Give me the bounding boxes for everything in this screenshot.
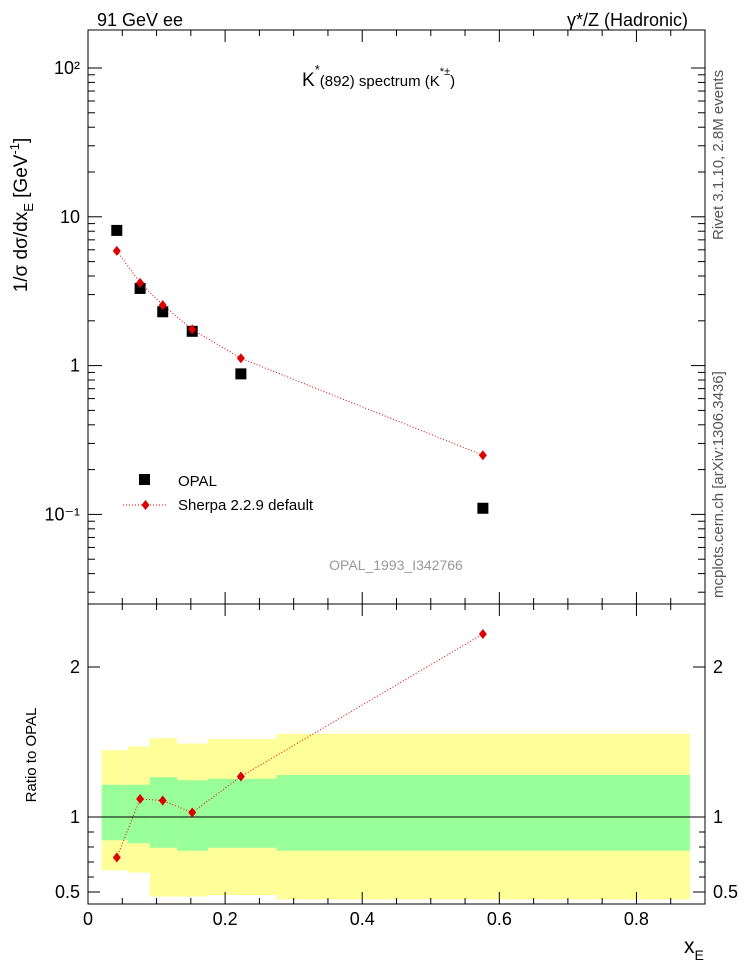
- opal-data-point: [111, 224, 123, 236]
- main-plot-panel: 10⁻¹ 1 10 10²: [44, 29, 706, 605]
- legend-label-sherpa: Sherpa 2.2.9 default: [178, 497, 314, 514]
- x-tick-label: 0.8: [624, 909, 649, 929]
- x-tick-label: 0.2: [213, 909, 238, 929]
- opal-data-point: [157, 306, 169, 318]
- sherpa-data-point: [188, 324, 197, 335]
- main-plot-data: [111, 224, 489, 514]
- ratio-sherpa-point: [188, 807, 197, 818]
- y-label-unit-sup: -1: [7, 143, 22, 155]
- opal-data-point: [235, 368, 247, 380]
- ratio-plot-panel: 0 0.2 0.4 0.6 0.8 0.5 0.5 1 1 2 2: [55, 603, 738, 929]
- ratio-sherpa-point: [478, 629, 487, 639]
- ratio-plot-data: [88, 629, 705, 900]
- ratio-plot-frame: [87, 603, 706, 905]
- analysis-watermark: OPAL_1993_I342766: [329, 557, 463, 573]
- ratio-y-axis-label: Ratio to OPAL: [23, 708, 40, 803]
- x-tick-label: 0: [83, 909, 93, 929]
- legend-marker-sherpa: [141, 500, 150, 510]
- main-plot-axes: 10⁻¹ 1 10 10²: [44, 30, 706, 604]
- opal-data-point: [477, 502, 489, 514]
- y-tick-label: 10: [60, 207, 80, 227]
- ratio-sherpa-point: [136, 794, 145, 804]
- x-tick-label: 0.4: [350, 909, 375, 929]
- mcplots-label: mcplots.cern.ch [arXiv:1306.3436]: [710, 371, 727, 598]
- y-label-unit-open: [GeV: [11, 154, 32, 203]
- y-label-main: 1/σ dσ/dx: [11, 211, 32, 292]
- x-tick-label: 0.6: [487, 909, 512, 929]
- y-tick-label: 10²: [54, 58, 80, 78]
- title-k: K: [302, 70, 315, 91]
- title-close: ): [450, 73, 455, 90]
- rivet-version-label: Rivet 3.1.10, 2.8M events: [710, 70, 727, 240]
- legend-label-opal: OPAL: [178, 473, 217, 490]
- uncertainty-band-inner: [127, 784, 150, 844]
- title-star: *: [315, 62, 320, 77]
- uncertainty-band-inner: [207, 778, 277, 848]
- header-left: 91 GeV ee: [97, 10, 183, 30]
- title-sup: *±: [440, 66, 450, 78]
- y-axis-label: 1/σ dσ/dxE [GeV-1]: [7, 138, 36, 293]
- plot-title: K*(892) spectrum (K*±): [302, 62, 455, 91]
- ratio-sherpa-point: [158, 795, 167, 806]
- ratio-plot-axes: 0 0.2 0.4 0.6 0.8 0.5 0.5 1 1 2 2: [55, 604, 738, 929]
- ratio-sherpa-point: [236, 771, 245, 782]
- uncertainty-band-inner: [101, 784, 128, 841]
- sherpa-data-point: [136, 277, 145, 288]
- x-axis-label: xE: [684, 935, 704, 963]
- sherpa-data-point: [478, 450, 487, 461]
- y-label-unit-close: ]: [11, 138, 32, 143]
- y-tick-label: 1: [70, 356, 80, 376]
- x-label-main: x: [684, 935, 695, 958]
- ratio-y-tick-label-left: 0.5: [55, 882, 80, 902]
- ratio-y-tick-label-right: 2: [713, 657, 723, 677]
- y-label-sub: E: [21, 203, 36, 212]
- title-mid: (892) spectrum (K: [320, 73, 440, 90]
- ratio-y-tick-label-right: 0.5: [713, 882, 738, 902]
- opal-data-point: [134, 282, 146, 294]
- ratio-y-tick-label-right: 1: [713, 807, 723, 827]
- ratio-y-tick-label-left: 1: [70, 807, 80, 827]
- ratio-sherpa-point: [112, 852, 121, 863]
- legend-marker-opal: [139, 474, 150, 485]
- ratio-y-tick-label-left: 2: [70, 657, 80, 677]
- sherpa-data-point: [158, 300, 167, 311]
- y-tick-label: 10⁻¹: [44, 504, 80, 524]
- sherpa-data-point: [236, 353, 245, 364]
- sherpa-data-point: [112, 245, 121, 256]
- uncertainty-band-inner: [149, 777, 178, 848]
- main-plot-frame: [87, 29, 706, 605]
- legend: OPAL Sherpa 2.2.9 default: [123, 473, 314, 514]
- header-right: γ*/Z (Hadronic): [567, 10, 688, 30]
- sherpa-curve: [116, 250, 484, 456]
- x-label-sub: E: [695, 947, 704, 963]
- uncertainty-band-inner: [276, 775, 690, 851]
